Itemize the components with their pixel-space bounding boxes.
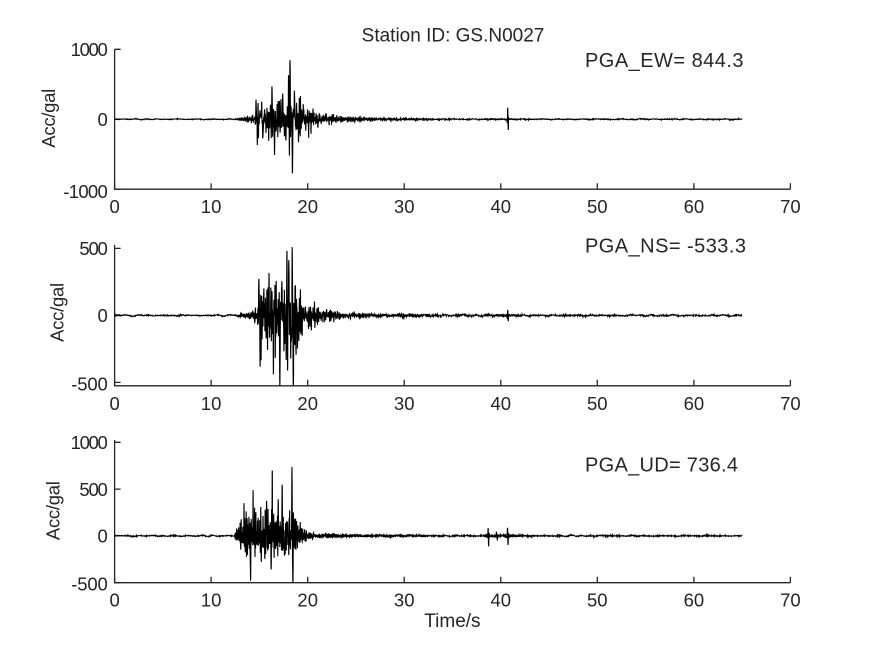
svg-text:40: 40 [491, 196, 512, 217]
svg-text:50: 50 [587, 393, 608, 414]
svg-text:PGA_EW= 844.3: PGA_EW= 844.3 [585, 50, 744, 72]
svg-text:Time/s: Time/s [424, 611, 480, 632]
svg-text:0: 0 [109, 196, 119, 217]
svg-text:40: 40 [491, 393, 512, 414]
svg-text:Acc/gal: Acc/gal [47, 283, 68, 342]
svg-text:50: 50 [587, 590, 608, 611]
svg-text:70: 70 [780, 590, 801, 611]
svg-text:0: 0 [98, 109, 108, 130]
svg-text:20: 20 [297, 196, 318, 217]
svg-text:30: 30 [394, 196, 415, 217]
svg-text:Acc/gal: Acc/gal [43, 481, 64, 540]
svg-text:0: 0 [98, 526, 108, 547]
svg-text:30: 30 [394, 590, 415, 611]
svg-text:Acc/gal: Acc/gal [38, 89, 59, 148]
svg-text:1000: 1000 [71, 39, 108, 60]
svg-text:Station ID: GS.N0027: Station ID: GS.N0027 [362, 26, 545, 47]
svg-text:10: 10 [201, 590, 222, 611]
svg-text:PGA_UD= 736.4: PGA_UD= 736.4 [585, 454, 738, 476]
svg-text:60: 60 [684, 590, 705, 611]
svg-text:1000: 1000 [71, 432, 108, 453]
svg-text:0: 0 [98, 305, 108, 326]
svg-text:60: 60 [684, 393, 705, 414]
svg-text:0: 0 [109, 393, 119, 414]
svg-text:0: 0 [109, 590, 119, 611]
svg-text:30: 30 [394, 393, 415, 414]
svg-text:20: 20 [297, 590, 318, 611]
svg-text:500: 500 [79, 238, 107, 259]
svg-text:PGA_NS= -533.3: PGA_NS= -533.3 [585, 236, 746, 258]
svg-text:10: 10 [201, 393, 222, 414]
svg-text:-1000: -1000 [63, 181, 108, 202]
svg-text:70: 70 [780, 393, 801, 414]
svg-text:50: 50 [587, 196, 608, 217]
svg-text:20: 20 [297, 393, 318, 414]
svg-text:70: 70 [780, 196, 801, 217]
svg-text:500: 500 [79, 479, 107, 500]
svg-text:-500: -500 [71, 574, 108, 595]
svg-text:-500: -500 [71, 373, 108, 394]
svg-text:10: 10 [201, 196, 222, 217]
svg-text:40: 40 [491, 590, 512, 611]
svg-text:60: 60 [684, 196, 705, 217]
